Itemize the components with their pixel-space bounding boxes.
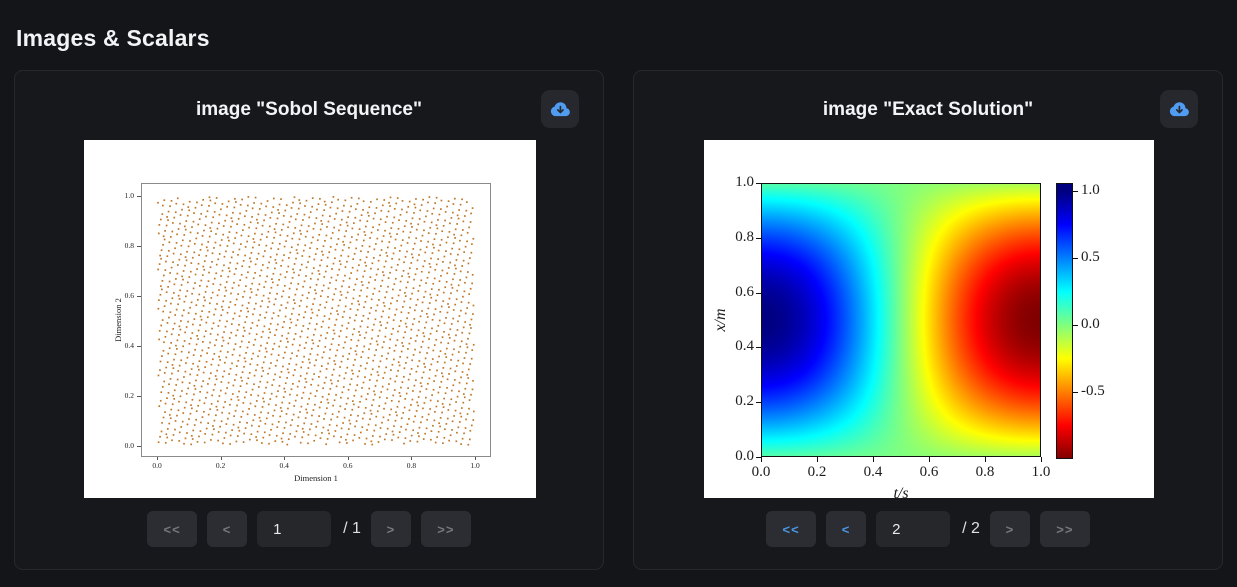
y-tick-mark [756, 237, 761, 239]
page-input[interactable] [257, 511, 332, 547]
download-button[interactable] [541, 90, 579, 128]
x-tick-mark [873, 457, 874, 462]
y-tick-label: 1.0 [124, 191, 134, 200]
colorbar-border [1056, 183, 1073, 459]
prev-page-button[interactable]: < [207, 511, 248, 547]
y-tick-mark [137, 296, 141, 297]
y-tick-label: 0.4 [124, 341, 134, 350]
y-axis-label: Dimension 2 [113, 298, 123, 342]
x-tick-label: 0.4 [863, 464, 883, 480]
colorbar-tick-label: 0.5 [1081, 249, 1100, 266]
x-axis-label: t/s [893, 485, 909, 498]
x-tick-label: 0.8 [406, 461, 417, 470]
cloud-download-icon [550, 101, 570, 116]
page-total: / 2 [962, 520, 980, 537]
y-tick-mark [137, 246, 141, 247]
x-tick-mark [1041, 457, 1042, 462]
y-tick-label: 0.4 [735, 338, 754, 355]
x-tick-mark [157, 457, 158, 460]
y-tick-label: 0.0 [735, 448, 754, 464]
page-total: / 1 [343, 520, 361, 537]
x-tick-mark [985, 457, 986, 462]
y-tick-label: 0.8 [124, 241, 134, 250]
y-tick-mark [137, 196, 141, 197]
prev-page-button[interactable]: < [826, 511, 867, 547]
colorbar-tick-mark [1073, 191, 1078, 193]
last-page-button[interactable]: >> [420, 511, 471, 547]
cloud-download-icon [1169, 101, 1189, 116]
page-input[interactable] [876, 511, 951, 547]
scatter-canvas [157, 196, 475, 446]
next-page-button[interactable]: > [989, 511, 1030, 547]
x-tick-label: 0.2 [215, 461, 226, 470]
colorbar-tick-label: -0.5 [1081, 383, 1105, 399]
y-tick-mark [756, 402, 761, 404]
card-title: image "Exact Solution" [822, 99, 1034, 120]
x-tick-mark [220, 457, 222, 460]
x-tick-label: 0.4 [279, 461, 289, 470]
first-page-button[interactable]: << [147, 511, 198, 547]
y-tick-mark [756, 183, 761, 184]
x-tick-label: 0.6 [343, 461, 353, 470]
x-tick-label: 0.0 [152, 461, 162, 470]
x-tick-label: 0.0 [751, 464, 771, 480]
x-tick-label: 1.0 [470, 461, 480, 470]
first-page-button[interactable]: << [766, 511, 817, 547]
axes-box [141, 183, 491, 457]
x-tick-mark [817, 457, 818, 462]
page-title: Images & Scalars [16, 25, 210, 52]
axes-box [761, 183, 1041, 457]
card-title: image "Sobol Sequence" [195, 99, 422, 120]
x-tick-label: 0.2 [807, 464, 827, 480]
y-tick-label: 0.6 [735, 283, 754, 300]
pager: << < / 1 > >> [15, 511, 603, 547]
last-page-button[interactable]: >> [1039, 511, 1090, 547]
x-tick-mark [929, 457, 930, 462]
colorbar-tick-mark [1073, 258, 1078, 260]
x-tick-mark [475, 457, 476, 460]
x-tick-label: 0.6 [919, 464, 939, 480]
y-tick-mark [137, 446, 141, 447]
heatmap-canvas [761, 183, 1041, 457]
y-tick-mark [137, 346, 141, 347]
x-tick-mark [761, 457, 762, 462]
y-axis-label: x/m [712, 308, 729, 332]
colorbar-tick-mark [1073, 392, 1078, 393]
colorbar-canvas [1056, 183, 1073, 459]
y-tick-label: 0.0 [124, 441, 134, 450]
sobol-sequence-card: image "Sobol Sequence" 0.0 0.2 0.4 0.6 0.8 1.… [14, 70, 604, 570]
x-tick-label: 0.8 [975, 464, 995, 480]
download-button[interactable] [1160, 90, 1198, 128]
colorbar-tick-mark [1073, 325, 1078, 327]
pager: << < / 2 > >> [634, 511, 1222, 547]
x-tick-mark [347, 457, 349, 460]
y-tick-mark [756, 292, 761, 294]
y-tick-mark [756, 457, 761, 458]
exact-solution-card: image "Exact Solution" 0.0 0.2 0.4 0.6 0.8 1.… [633, 70, 1223, 570]
y-tick-label: 0.8 [735, 228, 754, 245]
exact-solution-plot-image: 0.0 0.2 0.4 0.6 0.8 1.0 1.0 0.8 0.6 0.4 0.2 0.0 t/s x… [704, 140, 1154, 498]
colorbar-tick-label: 0.0 [1081, 316, 1100, 333]
x-tick-mark [284, 457, 286, 460]
sobol-sequence-plot-image: 0.0 0.2 0.4 0.6 0.8 1.0 1.0 0.8 0.6 0.4 0.2 0.0 Dime… [84, 140, 536, 498]
y-tick-label: 0.2 [124, 391, 134, 400]
y-tick-mark [756, 347, 761, 349]
colorbar-tick-label: 1.0 [1081, 182, 1100, 199]
x-tick-mark [411, 457, 413, 460]
y-tick-label: 0.6 [124, 291, 134, 300]
next-page-button[interactable]: > [370, 511, 411, 547]
y-tick-mark [137, 396, 141, 397]
x-axis-label: Dimension 1 [294, 473, 338, 483]
x-tick-label: 1.0 [1031, 464, 1051, 480]
y-tick-label: 0.2 [735, 393, 754, 410]
y-tick-label: 1.0 [735, 174, 754, 190]
